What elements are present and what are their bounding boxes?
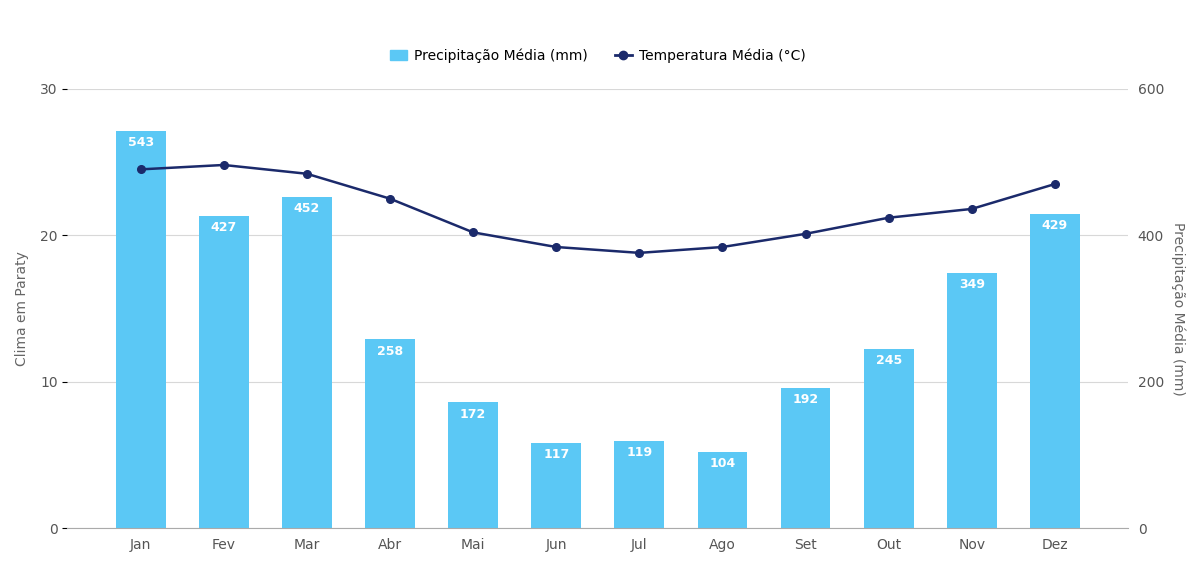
Bar bbox=[614, 441, 665, 528]
Text: 245: 245 bbox=[876, 354, 902, 367]
Bar bbox=[282, 197, 331, 528]
Bar bbox=[1030, 214, 1080, 528]
Bar bbox=[532, 443, 581, 528]
Text: 119: 119 bbox=[626, 446, 653, 459]
Bar bbox=[448, 403, 498, 528]
Text: 429: 429 bbox=[1042, 219, 1068, 232]
Text: 117: 117 bbox=[544, 448, 569, 461]
Legend: Precipitação Média (mm), Temperatura Média (°C): Precipitação Média (mm), Temperatura Méd… bbox=[384, 43, 811, 69]
Text: 258: 258 bbox=[377, 345, 403, 358]
Y-axis label: Clima em Paraty: Clima em Paraty bbox=[16, 251, 29, 366]
Bar bbox=[781, 388, 830, 528]
Text: 427: 427 bbox=[210, 221, 236, 234]
Bar bbox=[947, 273, 997, 528]
Text: 192: 192 bbox=[792, 393, 818, 406]
Bar bbox=[697, 452, 748, 528]
Bar bbox=[864, 349, 913, 528]
Text: 349: 349 bbox=[959, 278, 985, 291]
Bar bbox=[115, 130, 166, 528]
Text: 543: 543 bbox=[127, 136, 154, 149]
Text: 452: 452 bbox=[294, 202, 320, 215]
Text: 172: 172 bbox=[460, 408, 486, 421]
Bar bbox=[365, 339, 415, 528]
Y-axis label: Precipitação Média (mm): Precipitação Média (mm) bbox=[1170, 222, 1186, 395]
Bar bbox=[199, 215, 248, 528]
Text: 104: 104 bbox=[709, 458, 736, 470]
